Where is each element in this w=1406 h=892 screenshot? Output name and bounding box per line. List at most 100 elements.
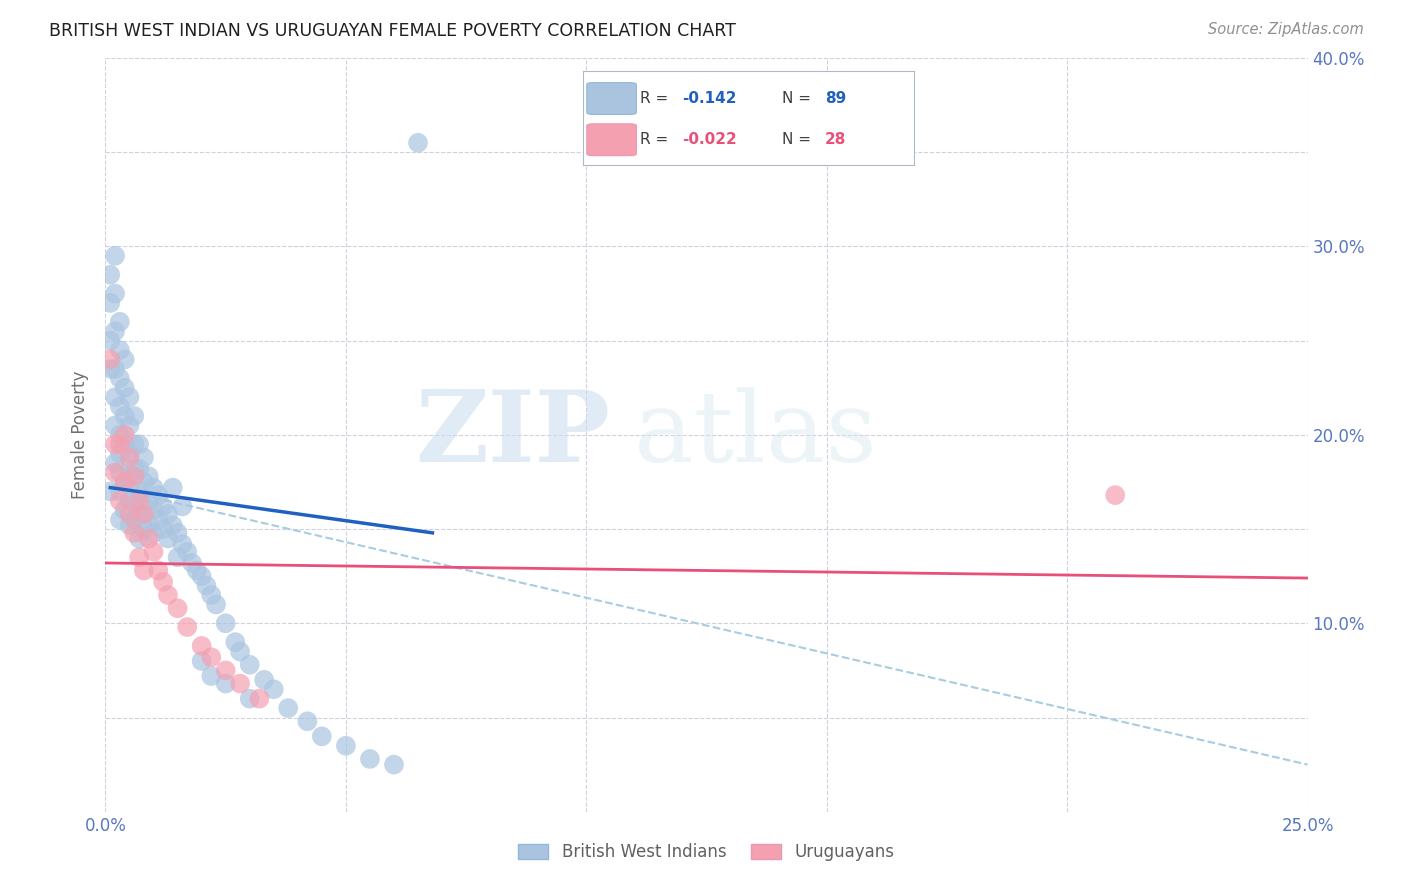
Point	[253, 673, 276, 687]
Text: atlas: atlas	[634, 387, 877, 483]
Point	[114, 475, 136, 489]
Point	[124, 525, 146, 540]
Point	[142, 544, 165, 558]
Point	[190, 654, 212, 668]
Point	[335, 739, 357, 753]
Point	[406, 136, 429, 150]
Point	[156, 507, 179, 521]
Point	[186, 564, 208, 578]
Point	[98, 296, 121, 310]
Point	[104, 466, 127, 480]
Point	[114, 428, 136, 442]
Point	[148, 564, 170, 578]
Point	[166, 550, 188, 565]
Point	[104, 249, 127, 263]
Point	[104, 362, 127, 376]
Point	[104, 418, 127, 433]
Point	[128, 437, 150, 451]
Point	[128, 550, 150, 565]
Point	[118, 450, 141, 465]
Point	[104, 286, 127, 301]
Point	[205, 598, 228, 612]
Point	[132, 564, 155, 578]
Point	[156, 532, 179, 546]
Point	[162, 518, 184, 533]
Point	[128, 507, 150, 521]
Point	[162, 481, 184, 495]
Point	[132, 522, 155, 536]
Point	[128, 484, 150, 499]
Point	[128, 493, 150, 508]
Text: ZIP: ZIP	[415, 386, 610, 483]
Text: Source: ZipAtlas.com: Source: ZipAtlas.com	[1208, 22, 1364, 37]
Point	[359, 752, 381, 766]
FancyBboxPatch shape	[586, 83, 637, 114]
Point	[118, 507, 141, 521]
Point	[98, 484, 121, 499]
Point	[108, 493, 131, 508]
Point	[200, 650, 222, 665]
FancyBboxPatch shape	[586, 124, 637, 156]
Point	[114, 352, 136, 367]
Point	[142, 503, 165, 517]
Point	[239, 657, 262, 672]
Text: BRITISH WEST INDIAN VS URUGUAYAN FEMALE POVERTY CORRELATION CHART: BRITISH WEST INDIAN VS URUGUAYAN FEMALE …	[49, 22, 737, 40]
Point	[108, 428, 131, 442]
Point	[118, 493, 141, 508]
Point	[108, 513, 131, 527]
Point	[104, 456, 127, 470]
Point	[118, 469, 141, 483]
Point	[1104, 488, 1126, 502]
Point	[200, 669, 222, 683]
Point	[382, 757, 405, 772]
Point	[166, 601, 188, 615]
Point	[108, 343, 131, 357]
Point	[108, 447, 131, 461]
Point	[98, 362, 121, 376]
Point	[114, 503, 136, 517]
Point	[190, 639, 212, 653]
Point	[172, 500, 194, 514]
Point	[114, 475, 136, 489]
Text: N =: N =	[782, 132, 815, 147]
Point	[118, 447, 141, 461]
Point	[176, 620, 198, 634]
Point	[156, 588, 179, 602]
Point	[108, 484, 131, 499]
Point	[190, 569, 212, 583]
Point	[152, 500, 174, 514]
Point	[124, 462, 146, 476]
Point	[132, 500, 155, 514]
Text: -0.022: -0.022	[683, 132, 737, 147]
Point	[98, 268, 121, 282]
Point	[104, 390, 127, 404]
Point	[214, 664, 236, 678]
Point	[114, 381, 136, 395]
Point	[114, 437, 136, 451]
Point	[214, 676, 236, 690]
Y-axis label: Female Poverty: Female Poverty	[72, 371, 90, 499]
Point	[200, 588, 222, 602]
Point	[229, 644, 252, 658]
Point	[108, 466, 131, 480]
Point	[181, 556, 204, 570]
Point	[152, 522, 174, 536]
Point	[138, 469, 160, 483]
Point	[124, 513, 146, 527]
Point	[108, 371, 131, 385]
Text: 28: 28	[825, 132, 846, 147]
Point	[277, 701, 299, 715]
Point	[148, 488, 170, 502]
Point	[118, 418, 141, 433]
Point	[138, 493, 160, 508]
Point	[118, 518, 141, 533]
Text: R =: R =	[640, 132, 673, 147]
Point	[311, 730, 333, 744]
Point	[148, 513, 170, 527]
Point	[229, 676, 252, 690]
Point	[132, 450, 155, 465]
Point	[124, 488, 146, 502]
Point	[224, 635, 246, 649]
Point	[118, 390, 141, 404]
Point	[108, 400, 131, 414]
